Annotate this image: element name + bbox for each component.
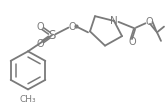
Text: N: N: [110, 16, 118, 26]
Text: O: O: [128, 37, 136, 47]
Text: CH₃: CH₃: [20, 95, 36, 104]
Text: O: O: [68, 22, 76, 32]
Text: O: O: [36, 22, 44, 32]
Text: O: O: [145, 17, 153, 27]
Text: O: O: [36, 39, 44, 49]
Text: S: S: [48, 29, 56, 42]
